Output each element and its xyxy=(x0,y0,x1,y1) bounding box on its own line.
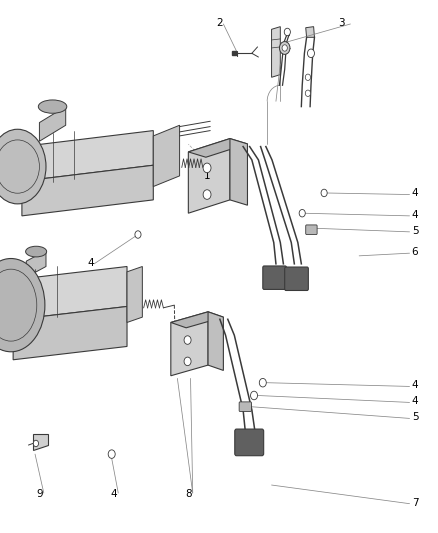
Circle shape xyxy=(299,209,305,217)
Text: 7: 7 xyxy=(412,498,418,507)
Ellipse shape xyxy=(0,130,46,204)
FancyBboxPatch shape xyxy=(239,402,251,411)
Polygon shape xyxy=(22,131,153,181)
Polygon shape xyxy=(26,251,46,277)
Text: 5: 5 xyxy=(412,226,418,236)
Circle shape xyxy=(307,49,314,58)
FancyBboxPatch shape xyxy=(306,225,317,235)
Text: 8: 8 xyxy=(186,489,192,499)
Circle shape xyxy=(33,440,39,447)
Polygon shape xyxy=(208,312,223,370)
Text: 4: 4 xyxy=(88,258,94,268)
Text: 4: 4 xyxy=(412,380,418,390)
Polygon shape xyxy=(188,139,230,213)
Circle shape xyxy=(305,90,311,96)
Text: 9: 9 xyxy=(36,489,42,499)
Polygon shape xyxy=(153,125,180,187)
Circle shape xyxy=(321,189,327,197)
Circle shape xyxy=(251,391,258,400)
Circle shape xyxy=(284,28,290,36)
Polygon shape xyxy=(171,312,208,376)
Ellipse shape xyxy=(0,259,45,352)
Polygon shape xyxy=(171,312,223,328)
Text: 1: 1 xyxy=(204,171,210,181)
Circle shape xyxy=(203,163,211,173)
FancyBboxPatch shape xyxy=(285,267,308,290)
FancyBboxPatch shape xyxy=(263,266,286,289)
Polygon shape xyxy=(188,139,247,157)
Polygon shape xyxy=(33,434,48,450)
Polygon shape xyxy=(306,27,314,37)
Circle shape xyxy=(305,74,311,80)
Text: 4: 4 xyxy=(412,210,418,220)
Text: 3: 3 xyxy=(338,18,345,28)
Polygon shape xyxy=(272,27,280,77)
Polygon shape xyxy=(22,165,153,216)
Circle shape xyxy=(108,450,115,458)
Text: 4: 4 xyxy=(110,489,117,499)
Circle shape xyxy=(184,357,191,366)
Circle shape xyxy=(184,336,191,344)
Text: 5: 5 xyxy=(412,412,418,422)
Text: 2: 2 xyxy=(216,18,223,28)
Polygon shape xyxy=(230,139,247,205)
FancyBboxPatch shape xyxy=(235,429,264,456)
Text: 4: 4 xyxy=(412,189,418,198)
Circle shape xyxy=(135,231,141,238)
Text: 6: 6 xyxy=(412,247,418,257)
Circle shape xyxy=(279,42,290,54)
Polygon shape xyxy=(39,107,66,141)
Circle shape xyxy=(282,45,287,51)
Circle shape xyxy=(203,190,211,199)
Ellipse shape xyxy=(39,100,67,114)
Ellipse shape xyxy=(25,246,46,257)
Text: 4: 4 xyxy=(412,396,418,406)
Polygon shape xyxy=(13,266,127,320)
Circle shape xyxy=(259,378,266,387)
Polygon shape xyxy=(127,266,142,322)
Polygon shape xyxy=(13,306,127,360)
